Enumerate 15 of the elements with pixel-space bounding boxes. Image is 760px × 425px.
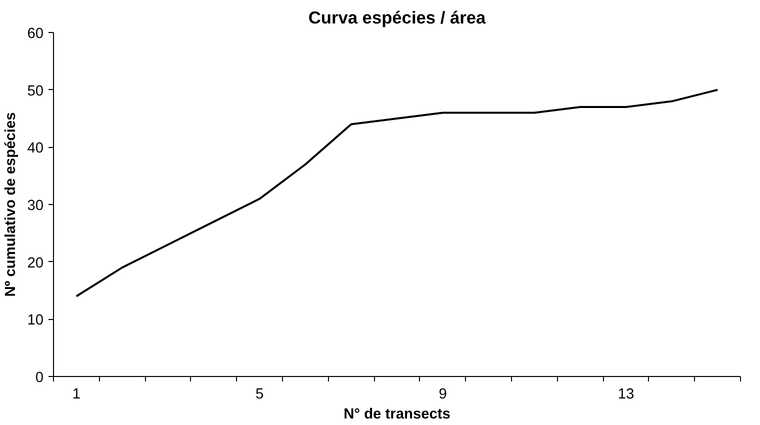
y-tick-label: 0 — [35, 370, 44, 386]
x-tick-label: 9 — [438, 386, 447, 402]
y-tick-label: 60 — [27, 26, 44, 42]
x-tick-label: 5 — [256, 386, 264, 402]
x-tick-label: 13 — [618, 386, 634, 402]
y-tick-label: 50 — [27, 83, 44, 100]
y-tick-label: 20 — [27, 255, 44, 272]
y-tick-label: 30 — [27, 198, 44, 214]
chart-title: Curva espécies / área — [308, 8, 486, 28]
x-axis-title: N° de transects — [344, 406, 450, 422]
y-tick-label: 40 — [27, 140, 44, 157]
line-series — [75, 88, 719, 298]
y-axis-title: Nº cumulativo de espécies — [3, 112, 20, 297]
x-tick-label: 1 — [72, 386, 80, 402]
y-tick-label: 10 — [27, 312, 44, 329]
